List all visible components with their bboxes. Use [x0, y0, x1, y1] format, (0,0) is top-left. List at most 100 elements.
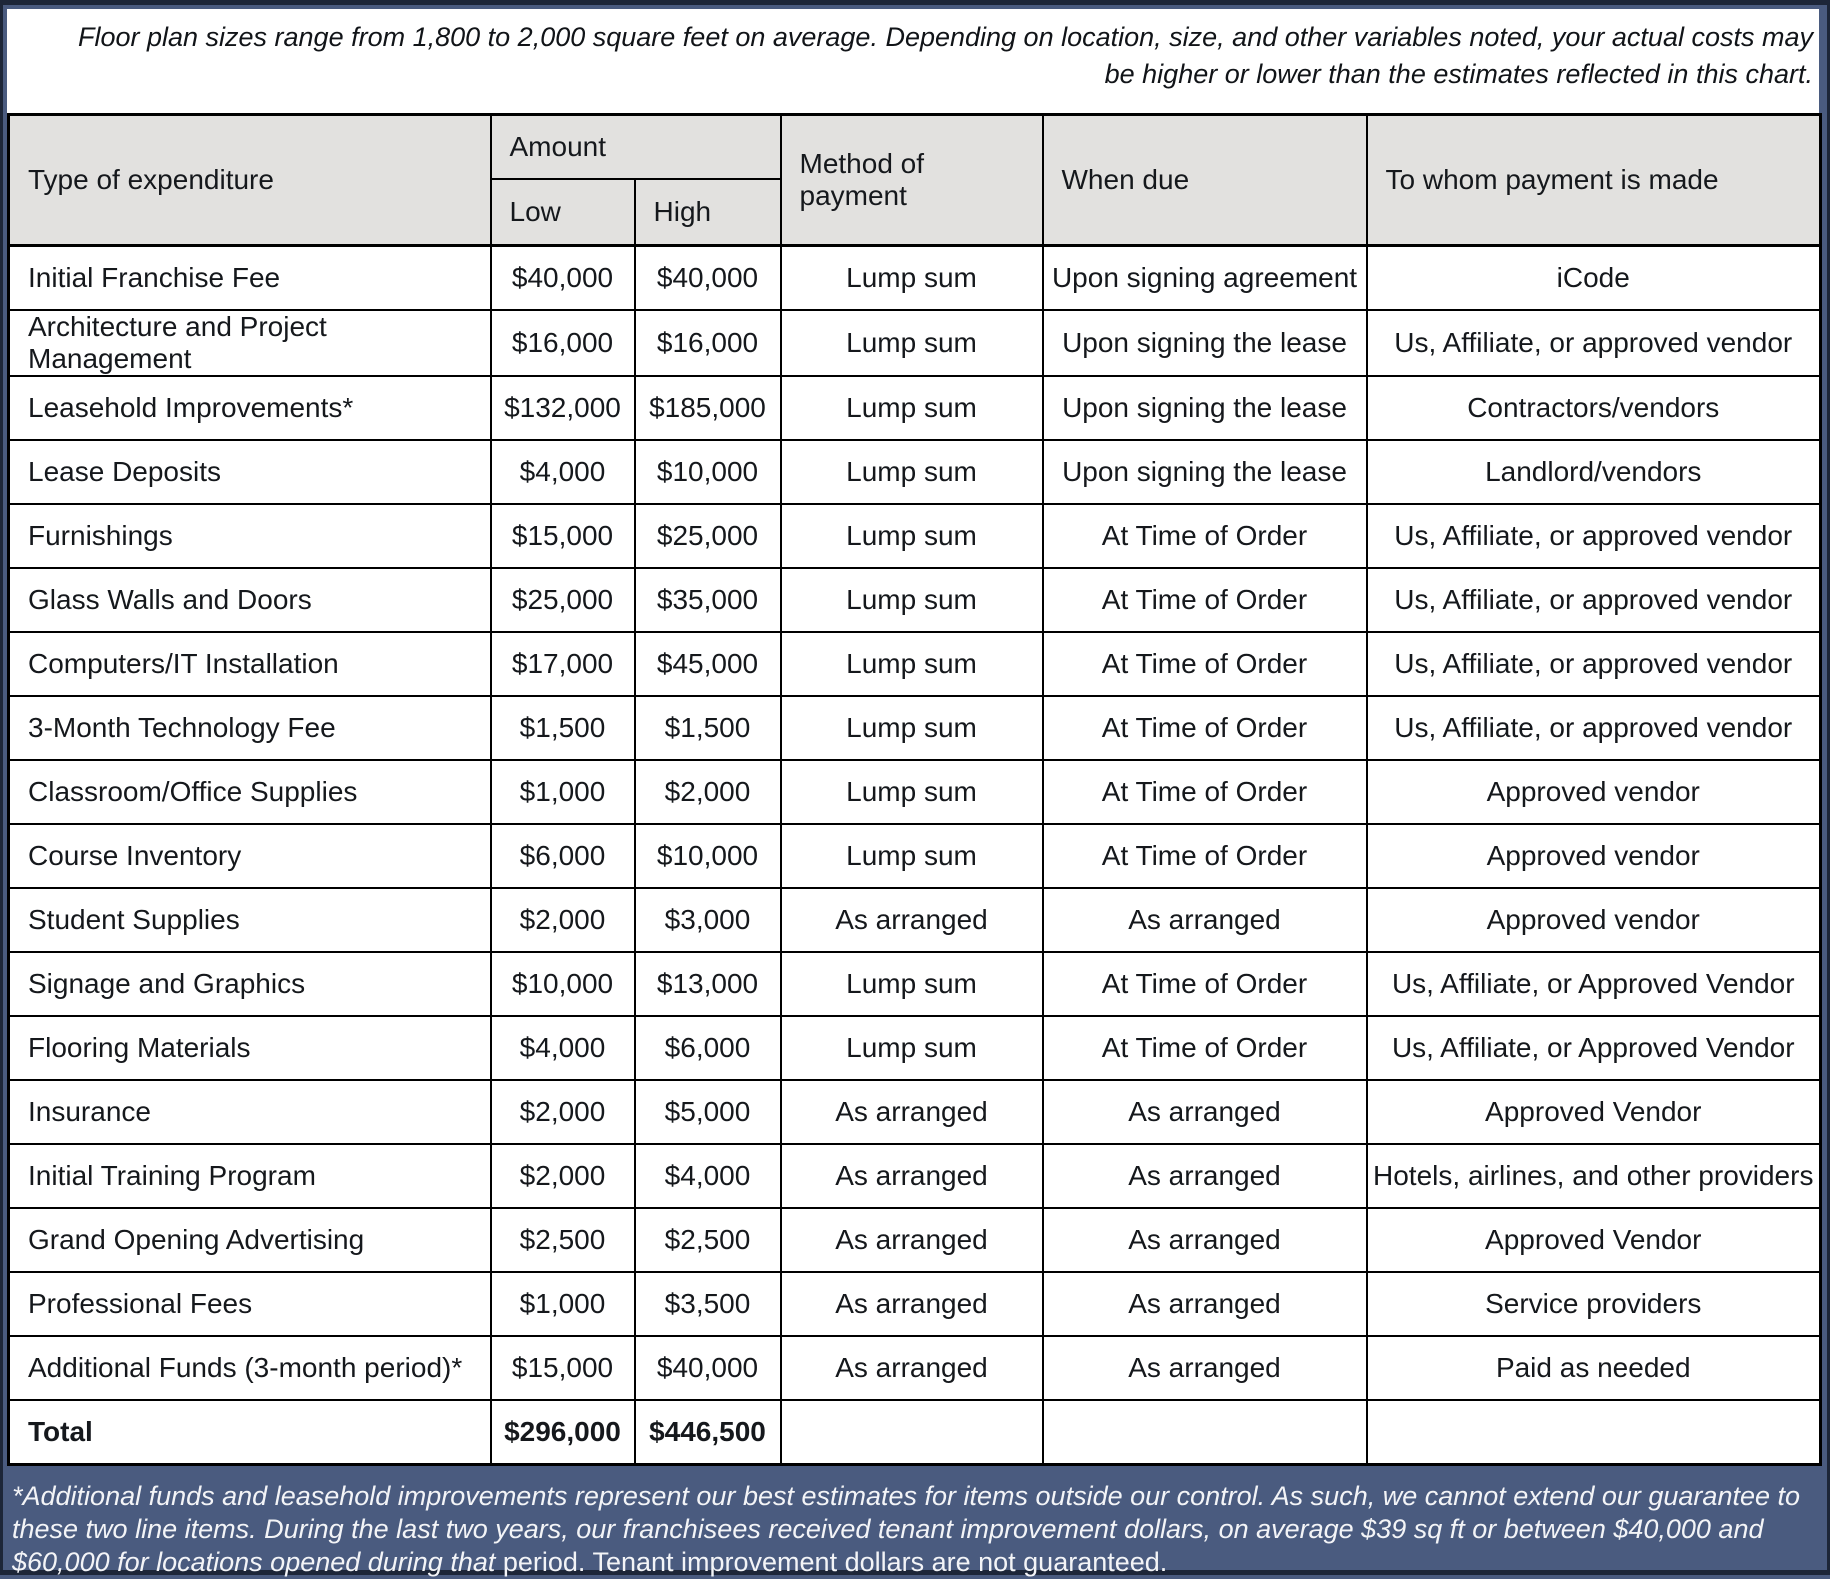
cell-type-of-expenditure: Furnishings	[7, 503, 492, 569]
cell-when-due: At Time of Order	[1041, 503, 1368, 569]
cell-when-due: As arranged	[1041, 1335, 1368, 1401]
cell-method-of-payment: Lump sum	[779, 439, 1044, 505]
cell-type-of-expenditure: Architecture and Project Management	[7, 309, 492, 377]
cell-method-of-payment: Lump sum	[779, 567, 1044, 633]
cell-when-due: As arranged	[1041, 1207, 1368, 1273]
cell-when-due: Upon signing the lease	[1041, 439, 1368, 505]
table-row: Additional Funds (3-month period)* $15,0…	[7, 1335, 1822, 1401]
table-row: Course Inventory $6,000 $10,000 Lump sum…	[7, 823, 1822, 889]
header-amount-low: Low	[489, 178, 636, 247]
table-row: Leasehold Improvements* $132,000 $185,00…	[7, 375, 1822, 441]
cell-method-of-payment: Lump sum	[779, 309, 1044, 377]
cell-method-of-payment: As arranged	[779, 1271, 1044, 1337]
cell-when-due: At Time of Order	[1041, 951, 1368, 1017]
table-total-row: Total $296,000 $446,500	[7, 1399, 1822, 1466]
cell-amount-low: $132,000	[489, 375, 636, 441]
cell-to-whom-payment-is-made: Service providers	[1365, 1271, 1822, 1337]
table-row: Student Supplies $2,000 $3,000 As arrang…	[7, 887, 1822, 953]
table-row: Grand Opening Advertising $2,500 $2,500 …	[7, 1207, 1822, 1273]
cell-when-due: At Time of Order	[1041, 631, 1368, 697]
table-row: Architecture and Project Management $16,…	[7, 309, 1822, 377]
cell-to-whom-payment-is-made: Paid as needed	[1365, 1335, 1822, 1401]
table-header: Type of expenditure Amount Method of pay…	[7, 113, 1822, 247]
cell-amount-low: $1,500	[489, 695, 636, 761]
cell-amount-high: $13,000	[633, 951, 782, 1017]
header-to-whom-payment-is-made: To whom payment is made	[1365, 113, 1822, 247]
cell-to-whom-payment-is-made: Us, Affiliate, or approved vendor	[1365, 695, 1822, 761]
cell-method-of-payment: As arranged	[779, 1207, 1044, 1273]
cell-to-whom-payment-is-made: Landlord/vendors	[1365, 439, 1822, 505]
table-row: Insurance $2,000 $5,000 As arranged As a…	[7, 1079, 1822, 1145]
cell-when-due: At Time of Order	[1041, 759, 1368, 825]
cell-amount-high: $40,000	[633, 244, 782, 311]
cell-method-of-payment: As arranged	[779, 1143, 1044, 1209]
cell-amount-low: $1,000	[489, 759, 636, 825]
cell-when-due: As arranged	[1041, 887, 1368, 953]
cell-amount-low: $15,000	[489, 1335, 636, 1401]
cell-amount-high: $446,500	[633, 1399, 782, 1466]
cell-to-whom-payment-is-made: iCode	[1365, 244, 1822, 311]
cell-to-whom-payment-is-made: Approved vendor	[1365, 759, 1822, 825]
cell-amount-low: $296,000	[489, 1399, 636, 1466]
cell-to-whom-payment-is-made: Contractors/vendors	[1365, 375, 1822, 441]
cell-to-whom-payment-is-made: Us, Affiliate, or approved vendor	[1365, 309, 1822, 377]
cell-to-whom-payment-is-made: Approved vendor	[1365, 823, 1822, 889]
cell-when-due: Upon signing agreement	[1041, 244, 1368, 311]
cell-type-of-expenditure: Classroom/Office Supplies	[7, 759, 492, 825]
cell-amount-high: $185,000	[633, 375, 782, 441]
cell-type-of-expenditure: Lease Deposits	[7, 439, 492, 505]
table-row: Furnishings $15,000 $25,000 Lump sum At …	[7, 503, 1822, 569]
cell-amount-high: $3,500	[633, 1271, 782, 1337]
cell-type-of-expenditure: Total	[7, 1399, 492, 1466]
table-row: Classroom/Office Supplies $1,000 $2,000 …	[7, 759, 1822, 825]
table-row: Glass Walls and Doors $25,000 $35,000 Lu…	[7, 567, 1822, 633]
header-type-of-expenditure: Type of expenditure	[7, 113, 492, 247]
footnote: *Additional funds and leasehold improvem…	[3, 1466, 1827, 1579]
cell-type-of-expenditure: Flooring Materials	[7, 1015, 492, 1081]
header-amount: Amount	[489, 113, 782, 180]
cell-to-whom-payment-is-made: Approved vendor	[1365, 887, 1822, 953]
cell-amount-high: $45,000	[633, 631, 782, 697]
cell-when-due: As arranged	[1041, 1079, 1368, 1145]
cell-type-of-expenditure: Computers/IT Installation	[7, 631, 492, 697]
cell-method-of-payment: As arranged	[779, 1335, 1044, 1401]
cell-to-whom-payment-is-made: Us, Affiliate, or approved vendor	[1365, 503, 1822, 569]
cell-amount-low: $25,000	[489, 567, 636, 633]
footnote-italic-text: *Additional funds and leasehold improvem…	[12, 1481, 1801, 1577]
table-body: Initial Franchise Fee $40,000 $40,000 Lu…	[7, 244, 1822, 1466]
header-when-due: When due	[1041, 113, 1368, 247]
cell-method-of-payment: Lump sum	[779, 503, 1044, 569]
cell-amount-high: $2,500	[633, 1207, 782, 1273]
content-panel: Floor plan sizes range from 1,800 to 2,0…	[7, 9, 1822, 1466]
cell-type-of-expenditure: Course Inventory	[7, 823, 492, 889]
cell-amount-high: $4,000	[633, 1143, 782, 1209]
cell-type-of-expenditure: Leasehold Improvements*	[7, 375, 492, 441]
cell-method-of-payment: Lump sum	[779, 375, 1044, 441]
cell-when-due: As arranged	[1041, 1271, 1368, 1337]
cell-to-whom-payment-is-made: Hotels, airlines, and other providers	[1365, 1143, 1822, 1209]
table-row: Flooring Materials $4,000 $6,000 Lump su…	[7, 1015, 1822, 1081]
cell-when-due: At Time of Order	[1041, 1015, 1368, 1081]
cell-method-of-payment: Lump sum	[779, 244, 1044, 311]
cell-amount-high: $6,000	[633, 1015, 782, 1081]
header-method-of-payment: Method of payment	[779, 113, 1044, 247]
table-row: Computers/IT Installation $17,000 $45,00…	[7, 631, 1822, 697]
cell-to-whom-payment-is-made: Approved Vendor	[1365, 1207, 1822, 1273]
cell-amount-low: $1,000	[489, 1271, 636, 1337]
cell-type-of-expenditure: Professional Fees	[7, 1271, 492, 1337]
cell-method-of-payment: Lump sum	[779, 951, 1044, 1017]
cell-type-of-expenditure: Additional Funds (3-month period)*	[7, 1335, 492, 1401]
cell-method-of-payment: Lump sum	[779, 759, 1044, 825]
table-row: Professional Fees $1,000 $3,500 As arran…	[7, 1271, 1822, 1337]
cell-method-of-payment: Lump sum	[779, 1015, 1044, 1081]
cell-when-due	[1041, 1399, 1368, 1466]
disclaimer-text: Floor plan sizes range from 1,800 to 2,0…	[77, 22, 1813, 89]
cell-amount-low: $15,000	[489, 503, 636, 569]
table-row: Initial Training Program $2,000 $4,000 A…	[7, 1143, 1822, 1209]
cell-amount-high: $5,000	[633, 1079, 782, 1145]
cell-method-of-payment: As arranged	[779, 887, 1044, 953]
cell-type-of-expenditure: 3-Month Technology Fee	[7, 695, 492, 761]
cell-amount-low: $2,000	[489, 887, 636, 953]
table-row: Initial Franchise Fee $40,000 $40,000 Lu…	[7, 244, 1822, 311]
